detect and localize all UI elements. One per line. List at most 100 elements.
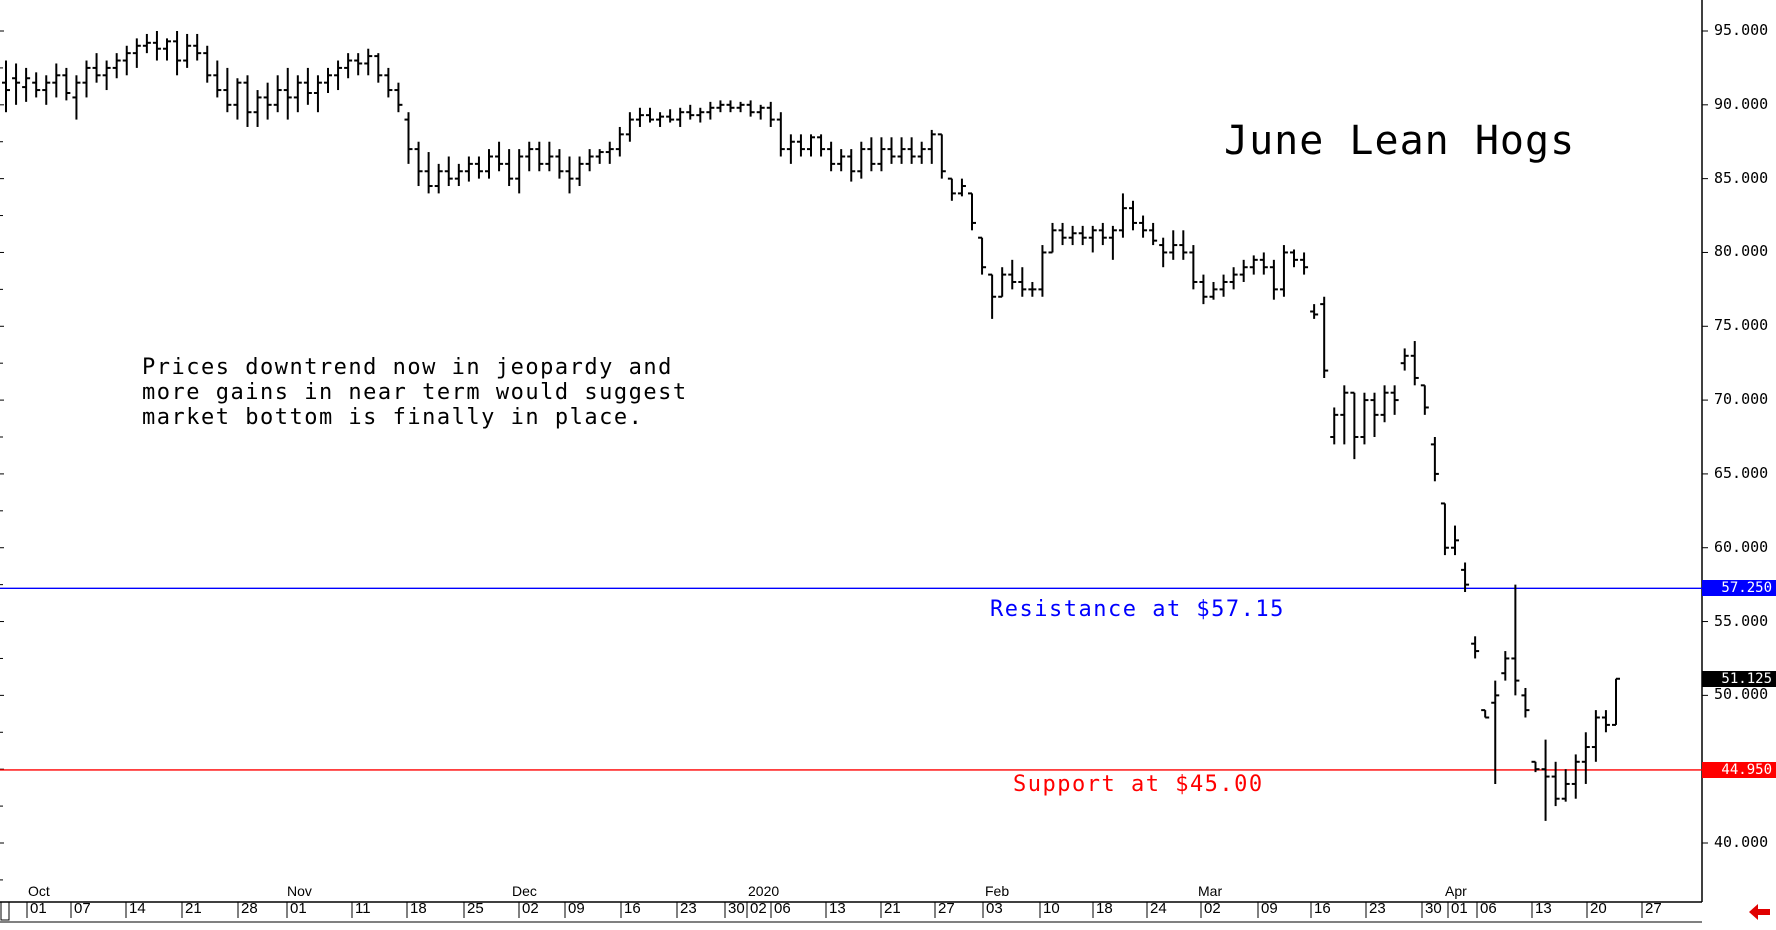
price-tick-label: 75.000 — [1714, 316, 1769, 335]
ohlc-bar — [334, 60, 343, 91]
ohlc-bar — [746, 100, 755, 117]
ohlc-bar — [625, 112, 634, 142]
ohlc-bar — [1108, 225, 1117, 260]
ohlc-bar — [937, 133, 946, 179]
resistance-label: Resistance at $57.15 — [990, 597, 1285, 622]
price-tick-label: 90.000 — [1714, 94, 1769, 113]
ohlc-bar — [364, 48, 373, 76]
ohlc-bar — [1290, 249, 1298, 268]
day-label: 14 — [129, 900, 146, 917]
ohlc-bar — [867, 137, 876, 172]
ohlc-bars — [2, 31, 1620, 821]
ohlc-bar — [887, 137, 896, 164]
day-label: 27 — [938, 900, 955, 917]
ohlc-bar — [454, 163, 463, 187]
ohlc-bar — [1048, 222, 1057, 254]
axis-start-marker — [0, 901, 10, 921]
ohlc-bar — [988, 273, 997, 319]
ohlc-bar — [1340, 385, 1349, 445]
ohlc-bar — [495, 141, 504, 172]
ohlc-bar — [1350, 391, 1359, 460]
month-label: Mar — [1198, 883, 1223, 899]
day-label: 01 — [30, 900, 47, 917]
ohlc-bar — [927, 129, 936, 164]
ohlc-bar — [1591, 710, 1600, 762]
ohlc-bar — [1209, 281, 1218, 300]
day-label: 30 — [1425, 900, 1442, 917]
ohlc-bar — [1390, 385, 1399, 415]
ohlc-bar — [1038, 245, 1047, 297]
ohlc-bar — [706, 101, 715, 120]
ohlc-bar — [666, 109, 675, 123]
ohlc-bar — [575, 156, 584, 187]
ohlc-bar — [776, 112, 785, 157]
ohlc-bar — [1118, 193, 1127, 238]
day-label: 20 — [1590, 900, 1607, 917]
ohlc-bar — [1008, 259, 1017, 290]
day-label: 27 — [1645, 900, 1662, 917]
day-label: 21 — [185, 900, 202, 917]
ohlc-bar — [1159, 237, 1168, 268]
price-tick-label: 55.000 — [1714, 611, 1769, 630]
ohlc-bar — [193, 33, 202, 61]
ohlc-bar — [978, 236, 987, 275]
day-label: 24 — [1150, 900, 1167, 917]
ohlc-bar — [1521, 687, 1530, 718]
price-tick-label: 50.000 — [1714, 685, 1769, 704]
ohlc-bar — [303, 67, 312, 105]
ohlc-bar — [2, 60, 10, 113]
ohlc-bar — [917, 141, 926, 164]
day-label: 13 — [829, 900, 846, 917]
ohlc-bar — [646, 107, 654, 123]
ohlc-bar — [1451, 525, 1459, 556]
ohlc-bar — [122, 45, 131, 76]
day-label: 09 — [568, 900, 585, 917]
ohlc-bar — [897, 137, 906, 164]
ohlc-bar — [12, 63, 21, 105]
ohlc-bar — [1078, 225, 1087, 246]
ohlc-bar — [243, 75, 252, 127]
ohlc-bar — [283, 67, 292, 120]
price-tick-label: 95.000 — [1714, 21, 1769, 39]
price-tick-label: 60.000 — [1714, 537, 1769, 556]
ohlc-bar — [1360, 392, 1369, 445]
month-label: Feb — [985, 883, 1010, 899]
ohlc-bar — [253, 90, 262, 127]
ohlc-bar — [1300, 252, 1309, 275]
day-label: 01 — [1451, 900, 1468, 917]
month-label: Nov — [287, 883, 312, 899]
ohlc-bar — [1199, 274, 1208, 305]
chart-annotation: Prices downtrend now in jeopardy and mor… — [142, 355, 688, 430]
ohlc-bar — [1410, 341, 1419, 386]
ohlc-bar — [384, 67, 393, 98]
ohlc-bar — [394, 82, 403, 113]
ohlc-bar — [183, 33, 192, 68]
ohlc-bar — [42, 75, 51, 105]
ohlc-bar — [968, 192, 976, 231]
ohlc-bar — [62, 67, 71, 101]
ohlc-bar — [1511, 584, 1520, 696]
ohlc-bar — [132, 38, 141, 68]
ohlc-bar — [796, 134, 805, 157]
ohlc-bar — [102, 60, 111, 91]
ohlc-bar — [1571, 754, 1580, 799]
ohlc-bar — [907, 137, 916, 164]
month-label: Oct — [28, 883, 50, 899]
ohlc-bar — [1551, 761, 1560, 807]
ohlc-bar — [1440, 502, 1449, 556]
annotation-line: Prices downtrend now in jeopardy and — [142, 355, 673, 380]
ohlc-bar — [1179, 230, 1188, 260]
scroll-left-arrow-icon[interactable] — [1749, 902, 1771, 922]
ohlc-bar — [1018, 267, 1027, 297]
ohlc-bar — [354, 53, 363, 76]
ohlc-bar — [756, 104, 765, 120]
ohlc-bar — [1068, 225, 1077, 246]
ohlc-bar — [545, 141, 554, 172]
ohlc-bar — [857, 141, 866, 179]
day-label: 23 — [1369, 900, 1386, 917]
ohlc-bar — [1279, 245, 1288, 297]
month-label: 2020 — [748, 883, 780, 899]
ohlc-bar — [656, 112, 665, 127]
ohlc-bar — [324, 67, 332, 94]
day-label: 02 — [1204, 900, 1221, 917]
